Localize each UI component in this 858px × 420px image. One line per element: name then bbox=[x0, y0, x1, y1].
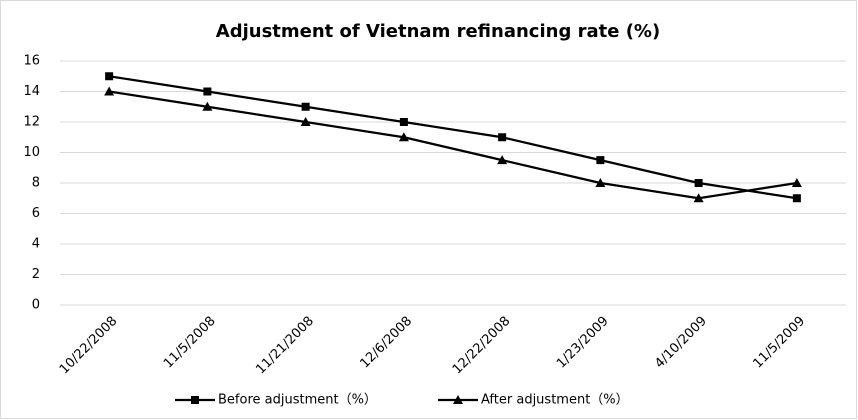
y-tick-label: 6 bbox=[32, 206, 40, 221]
legend-item: Before adjustment（%） bbox=[175, 393, 377, 408]
marker bbox=[498, 133, 507, 142]
legend-marker bbox=[191, 396, 199, 404]
marker bbox=[105, 72, 114, 81]
marker bbox=[596, 156, 605, 165]
legend-label: Before adjustment（%） bbox=[218, 393, 377, 408]
chart-title: Adjustment of Vietnam refinancing rate (… bbox=[216, 21, 660, 42]
marker bbox=[792, 194, 801, 203]
series-line bbox=[108, 90, 798, 200]
y-tick-label: 12 bbox=[23, 115, 40, 130]
series-line bbox=[108, 75, 798, 200]
marker bbox=[203, 87, 212, 96]
y-tick-label: 0 bbox=[32, 298, 40, 313]
marker bbox=[595, 178, 606, 187]
y-tick-label: 14 bbox=[23, 84, 40, 99]
y-tick-label: 4 bbox=[32, 237, 40, 252]
marker bbox=[301, 102, 310, 111]
marker bbox=[693, 193, 704, 203]
y-tick-label: 8 bbox=[32, 176, 40, 191]
marker bbox=[497, 155, 508, 165]
legend-item: After adjustment（%） bbox=[438, 393, 629, 408]
y-tick-label: 16 bbox=[23, 54, 40, 69]
marker bbox=[300, 117, 311, 126]
marker bbox=[694, 179, 703, 187]
legend-marker bbox=[453, 395, 463, 404]
marker bbox=[104, 86, 115, 96]
marker bbox=[202, 101, 213, 111]
legend-label: After adjustment（%） bbox=[481, 393, 629, 408]
y-tick-label: 10 bbox=[23, 145, 40, 160]
marker bbox=[399, 118, 408, 126]
marker bbox=[791, 178, 802, 187]
y-tick-label: 2 bbox=[32, 267, 40, 282]
marker bbox=[398, 132, 409, 142]
